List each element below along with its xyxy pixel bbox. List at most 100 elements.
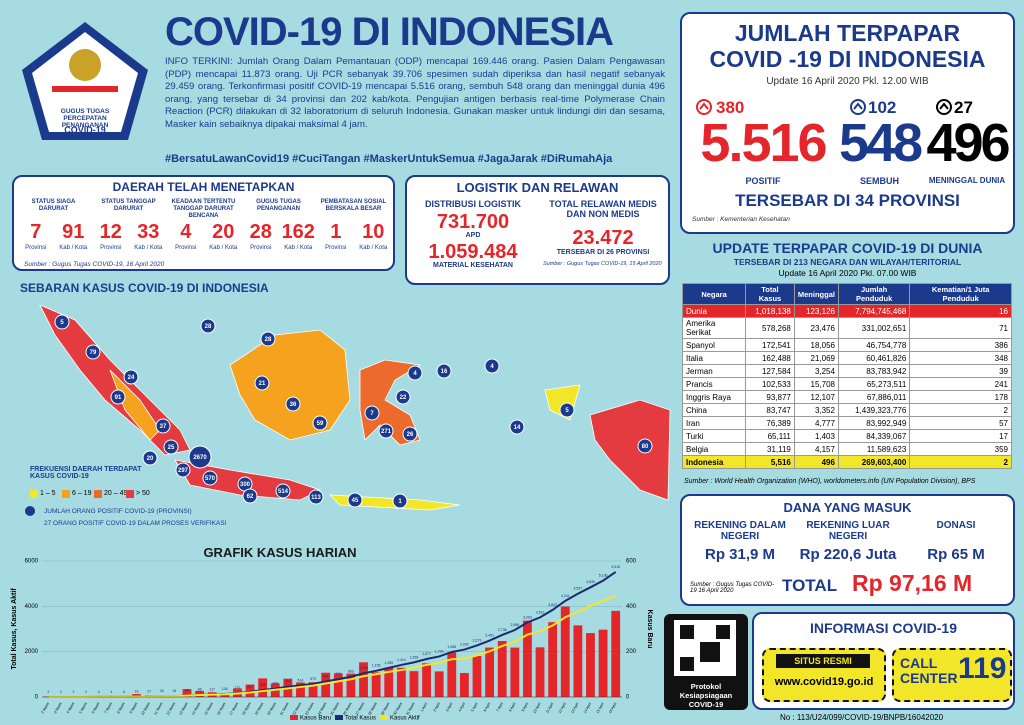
kab-value: 91 [62,221,85,243]
case-count: 36 [290,402,297,408]
data-label: 450 [285,680,291,684]
table-cell: 15,708 [793,377,839,391]
dana-label: DONASI [936,520,976,531]
table-cell: 18,056 [793,338,839,352]
bar [560,606,570,697]
table-cell: 93,877 [745,390,795,404]
y-tick-label: 0 [35,695,39,701]
table-cell: 21,069 [793,351,839,365]
table-cell: 83,747 [745,403,795,417]
table-cell: 84,339,067 [837,429,911,443]
bar [245,684,255,697]
qr-block [680,657,694,671]
daerah-title: DAERAH TELAH MENETAPKAN [112,180,295,194]
x-tick-label: 24 Maret [317,702,327,716]
y-axis-label: Total Kasus, Kasus Aktif [11,588,18,670]
up-icon [936,99,952,115]
x-tick-label: 6 April [483,702,491,713]
case-bubble [436,363,452,379]
x-tick-label: 29 Maret [380,702,390,716]
data-label: 3,512 [536,610,545,614]
data-label: 34 [160,689,164,693]
bar [447,652,457,697]
status-label: GUGUS TUGAS PENANGANAN [256,199,301,212]
qr [664,614,748,710]
table-cell: 2 [909,455,1012,469]
table-cell: 67,886,011 [837,390,911,404]
bar [359,662,368,697]
bar [548,622,558,697]
case-bubble [254,375,270,391]
dunia-subtitle: TERSEBAR DI 213 NEGARA DAN WILAYAH/TERIT… [733,257,962,267]
x-tick-label: 30 Maret [393,702,403,716]
table-row: Spanyol 172,541 18,056 46,754,778 386 [681,338,1012,352]
case-bubble [202,470,218,486]
table-cell: 269,603,400 [837,455,911,469]
up-arrow [853,102,863,110]
data-label: 27 [147,689,151,693]
data-label: 6 [123,690,125,694]
bar [523,620,532,697]
table-row: Amerika Serikat 578,268 23,476 331,002,651 7… [681,317,1012,339]
case-count: 26 [407,432,414,438]
x-tick-label: 6 Maret [91,702,100,714]
data-label: 309 [260,683,266,687]
prov-label: Provinsi [325,245,347,251]
data-label: 2,956 [510,623,519,627]
table-cell: Indonesia [681,455,747,469]
call-label: CALL CENTER [900,655,958,686]
legend-swatch [94,490,102,498]
case-bubble [285,396,301,412]
table-cell: Italia [681,351,747,365]
x-tick-label: 3 April [445,702,453,713]
data-label: 3,842 [548,603,557,607]
table-cell: 359 [909,442,1012,456]
dana-label: REKENING LUAR NEGERI [806,520,890,542]
informasi-panel: INFORMASI COVID-19 SITUS RESMI www.covid… [752,612,1015,710]
case-bubble [188,445,212,469]
bar [346,673,356,697]
data-label: 2 [60,690,62,694]
bar [182,689,192,697]
material-value: 1.059.484 [428,241,518,263]
table-cell: 162,488 [745,351,795,365]
x-tick-label: 5 Maret [78,702,87,714]
y2-tick-label: 0 [626,695,630,701]
up-icon [850,99,866,115]
bar [459,672,469,697]
data-label: 579 [310,677,316,681]
case-bubble [163,439,179,455]
x-tick-label: 21 Maret [279,702,289,716]
case-bubble [407,365,423,381]
table-cell: 1,018,138 [745,304,795,318]
table-row: Inggris Raya 93,877 12,107 67,886,011 178 [681,390,1012,404]
table-cell: 578,268 [745,317,795,339]
table-cell: Jerman [681,364,747,378]
bar [535,647,545,697]
case-count: 21 [259,381,266,387]
table-row: Prancis 102,533 15,708 65,273,511 241 [681,377,1012,391]
data-label: 1,414 [397,658,406,662]
kalimantan [229,329,351,441]
data-label: 2,738 [498,628,507,632]
case-count: 300 [240,482,251,488]
status-label: PEMBATASAN SOSIAL BERSKALA BESAR [320,199,387,212]
kab-label: Kab / Kota [209,245,238,251]
case-bubble [392,493,408,509]
x-tick-label: 7 April [496,702,504,713]
logistik-source: Sumber : Gugus Tugas COVID-19, 15 April … [543,261,662,267]
data-label: 1,986 [447,645,456,649]
case-bubble [308,489,324,505]
table-cell: 1,403 [793,429,839,443]
logo-emblem [69,49,101,81]
case-bubble [484,358,500,374]
x-tick-label: 13 April [570,702,579,714]
x-tick-label: 9 Maret [129,702,138,714]
jumlah-title1: JUMLAH TERPAPAR [734,20,961,46]
footer: No : 113/U24/099/COVID-19/BNPB/16042020 [780,713,944,722]
prov-label: Provinsi [100,245,122,251]
table-cell: Inggris Raya [681,390,747,404]
case-bubble [347,492,363,508]
table-row: China 83,747 3,352 1,439,323,776 2 [681,403,1012,417]
